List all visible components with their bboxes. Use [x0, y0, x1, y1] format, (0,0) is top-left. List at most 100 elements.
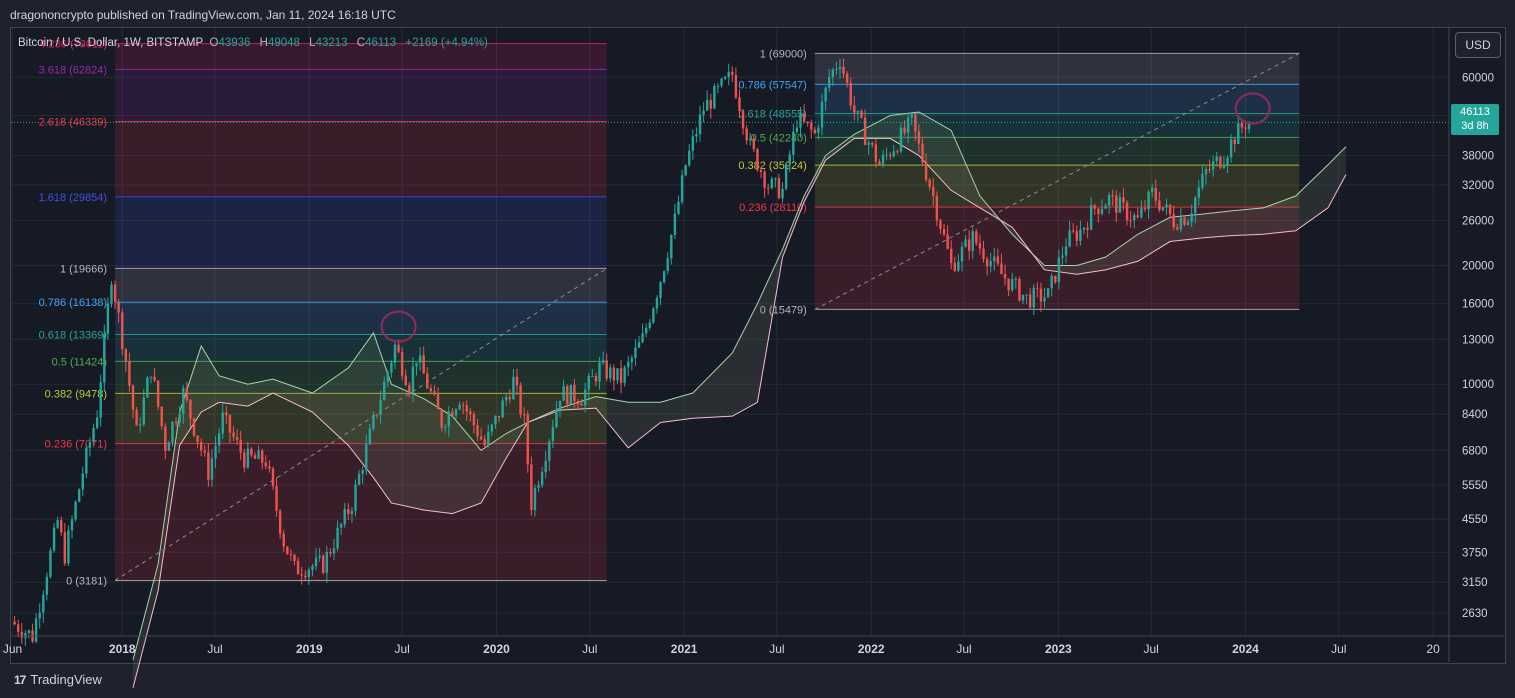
- candle-body: [1093, 205, 1096, 209]
- candle-body: [583, 389, 587, 406]
- candle-body: [13, 621, 16, 625]
- currency-button[interactable]: USD: [1455, 32, 1501, 58]
- candle-body: [34, 618, 38, 642]
- y-tick-label: 6800: [1462, 445, 1488, 457]
- candle-body: [684, 165, 687, 176]
- candle-body: [1097, 208, 1100, 214]
- candle-body: [52, 527, 56, 551]
- candle-body: [967, 239, 971, 251]
- candle-body: [935, 195, 939, 221]
- candle-body: [752, 138, 756, 150]
- candle-body: [196, 435, 199, 443]
- footer: 17 TradingView: [14, 672, 102, 687]
- candle-body: [408, 385, 411, 393]
- candle-body: [946, 234, 949, 249]
- y-tick-label: 60000: [1462, 72, 1494, 84]
- x-tick-label: Jul: [207, 642, 222, 656]
- candle-body: [810, 123, 813, 130]
- candle-body: [1050, 275, 1053, 289]
- candle-body: [964, 239, 967, 247]
- grid: [11, 28, 1449, 636]
- candle-body: [1229, 139, 1233, 158]
- candle-body: [322, 555, 325, 573]
- candle-body: [325, 551, 328, 573]
- candle-body: [1032, 287, 1035, 308]
- candle-body: [113, 284, 117, 302]
- candle-body: [264, 462, 267, 467]
- fib-level-label: 2.618 (46339): [39, 117, 108, 129]
- fib-level-label: 0 (3181): [66, 575, 107, 587]
- chart-frame[interactable]: [10, 27, 1506, 664]
- x-tick-label: 2022: [858, 642, 885, 656]
- candle-body: [1011, 279, 1014, 291]
- candle-body: [867, 142, 870, 145]
- candle-body: [318, 555, 321, 558]
- candle-body: [1003, 274, 1007, 279]
- candle-body: [461, 404, 465, 406]
- fib-level-label: 0.786 (16138): [39, 297, 108, 309]
- candle-body: [1133, 215, 1136, 221]
- candle-body: [42, 594, 45, 613]
- candle-body: [831, 69, 834, 78]
- candle-body: [1226, 157, 1229, 165]
- candle-body: [544, 460, 547, 473]
- candle-body: [1233, 139, 1236, 145]
- fib-level-label: 0.5 (11424): [52, 356, 107, 368]
- x-tick-label: 2019: [296, 642, 323, 656]
- candle-body: [347, 509, 350, 515]
- candle-body: [1240, 123, 1244, 128]
- fib-level-label: 0.382 (35924): [738, 160, 807, 172]
- candle-body: [429, 388, 433, 392]
- candle-body: [1007, 278, 1010, 291]
- candle-body: [971, 231, 974, 251]
- candle-body: [135, 409, 138, 426]
- last-price-value: 46113: [1460, 106, 1490, 118]
- candle-body: [727, 71, 730, 77]
- low-label: L: [309, 37, 316, 49]
- fib-level-label: 1 (69000): [760, 48, 807, 60]
- candle-body: [720, 78, 723, 86]
- candle-body: [1190, 213, 1193, 222]
- fib-zone: [115, 302, 607, 335]
- candle-body: [221, 412, 224, 434]
- candle-body: [307, 569, 311, 578]
- candle-body: [1036, 287, 1039, 289]
- fib-zone: [115, 43, 607, 70]
- candle-body: [688, 150, 691, 166]
- candle-body: [666, 258, 669, 272]
- candle-body: [1161, 207, 1165, 211]
- candle-body: [1244, 127, 1247, 129]
- candle-body: [623, 367, 626, 384]
- candle-body: [314, 557, 318, 567]
- candle-body: [1211, 161, 1215, 170]
- candle-body: [627, 361, 630, 368]
- candle-body: [250, 448, 253, 456]
- candle-body: [494, 415, 497, 425]
- high-label: H: [259, 37, 268, 49]
- candle-body: [415, 362, 418, 367]
- candle-body: [436, 394, 440, 410]
- x-tick-label: Jul: [394, 642, 409, 656]
- candle-body: [673, 213, 677, 235]
- candle-body: [192, 418, 196, 436]
- candle-body: [605, 360, 608, 379]
- candle-body: [548, 441, 551, 461]
- candle-body: [903, 127, 906, 133]
- candle-body: [763, 171, 766, 188]
- candle-body: [1147, 191, 1150, 210]
- candle-body: [1154, 187, 1157, 201]
- candle-body: [953, 262, 956, 271]
- candle-body: [253, 455, 257, 459]
- publisher-caption: dragononcrypto published on TradingView.…: [10, 8, 396, 22]
- candle-body: [282, 533, 285, 547]
- fib-zone: [115, 196, 607, 269]
- candle-body: [393, 344, 397, 363]
- candle-body: [1197, 187, 1201, 198]
- symbol-legend: Bitcoin / U.S. Dollar, 1W, BITSTAMP O439…: [18, 37, 494, 49]
- y-tick-label: 20000: [1462, 260, 1494, 272]
- x-tick-label: 2023: [1045, 642, 1072, 656]
- candle-body: [261, 450, 264, 463]
- candle-body: [555, 409, 558, 428]
- candle-body: [756, 149, 759, 170]
